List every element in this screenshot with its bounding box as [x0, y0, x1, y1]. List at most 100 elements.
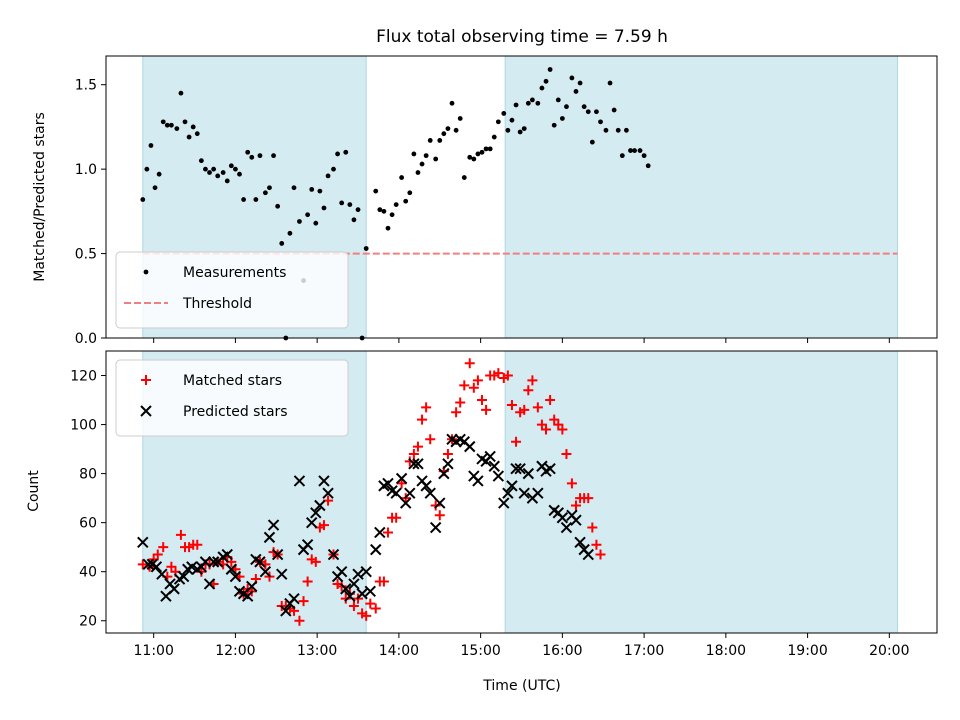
top-point-0-118 [645, 163, 651, 169]
bottom-point-0-101 [570, 500, 581, 511]
top-point-0-92 [535, 100, 541, 106]
chart-title: Flux total observing time = 7.59 h [376, 27, 668, 47]
bottom-point-0-100 [566, 478, 577, 489]
bottom-point-0-40 [310, 556, 321, 567]
top-point-0-64 [415, 170, 421, 175]
bottom-point-1-82 [488, 460, 500, 472]
bottom-point-0-69 [434, 510, 445, 521]
bottom-point-1-28 [259, 565, 272, 578]
bottom-observing-window-1 [504, 350, 898, 634]
top-point-0-33 [279, 241, 285, 246]
bottom-point-0-86 [506, 399, 517, 410]
bottom-point-1-40 [310, 507, 322, 519]
bottom-point-1-38 [301, 539, 314, 551]
bottom-point-0-54 [370, 603, 381, 614]
top-point-0-61 [403, 198, 409, 204]
bottom-point-1-92 [532, 487, 544, 499]
bottom-point-1-95 [544, 462, 556, 475]
top-point-0-30 [267, 185, 272, 191]
bottom-point-0-92 [532, 402, 543, 413]
bottom-point-0-3 [152, 549, 163, 560]
bottom-point-1-84 [498, 497, 510, 509]
top-point-0-60 [399, 175, 405, 180]
top-point-0-71 [445, 126, 451, 132]
bottom-point-0-107 [595, 549, 606, 560]
top-point-0-83 [495, 119, 501, 125]
bottom-point-1-48 [344, 590, 356, 602]
top-legend: Measurements Threshold [115, 251, 349, 329]
top-legend-box [115, 251, 349, 329]
bottom-point-0-15 [204, 559, 215, 570]
top-point-0-113 [623, 127, 629, 133]
top-point-0-110 [611, 107, 617, 113]
bottom-point-0-74 [455, 397, 466, 408]
bottom-point-0-104 [583, 493, 594, 504]
top-point-0-80 [483, 146, 489, 152]
top-point-0-98 [559, 116, 565, 121]
top-point-0-117 [641, 153, 647, 159]
top-observing-window-1 [504, 55, 898, 339]
top-y-tick-label-1: 0.5 [75, 247, 97, 263]
x-tick-label-3: 14:00 [379, 643, 419, 659]
top-point-0-91 [529, 97, 535, 103]
x-tick-label-7: 18:00 [706, 643, 746, 659]
bottom-point-1-36 [293, 475, 306, 487]
bottom-point-0-8 [175, 529, 186, 540]
top-point-0-9 [178, 90, 184, 96]
x-tick-label-0: 11:00 [134, 643, 174, 659]
bottom-point-1-33 [280, 605, 292, 617]
bottom-point-1-55 [374, 526, 386, 539]
top-y-axis-label: Matched/Predicted stars [32, 112, 48, 282]
top-point-0-86 [509, 117, 515, 123]
top-point-0-93 [539, 85, 545, 91]
bottom-point-0-37 [298, 596, 309, 607]
top-point-0-57 [385, 225, 391, 231]
top-point-0-106 [594, 109, 599, 115]
bottom-point-0-59 [391, 512, 402, 523]
bottom-point-1-102 [574, 536, 586, 548]
bottom-point-1-89 [518, 487, 530, 499]
bottom-point-1-98 [556, 512, 569, 524]
bottom-point-1-62 [404, 487, 416, 499]
top-point-0-28 [257, 153, 263, 159]
bottom-legend-marker-1 [140, 405, 152, 417]
top-point-0-108 [603, 127, 609, 133]
top-point-0-75 [461, 175, 467, 180]
top-point-0-67 [427, 138, 433, 143]
top-point-0-37 [297, 219, 302, 224]
bottom-point-0-75 [459, 380, 470, 391]
bottom-point-1-9 [177, 570, 190, 583]
top-point-0-79 [479, 149, 485, 155]
top-legend-marker-0 [143, 269, 149, 275]
bottom-point-1-3 [150, 561, 163, 573]
x-tick-label-4: 15:00 [460, 643, 500, 659]
top-point-0-22 [233, 166, 238, 172]
top-point-0-39 [305, 212, 311, 218]
x-tick-label-5: 16:00 [542, 643, 582, 659]
top-point-0-66 [423, 153, 429, 159]
bottom-y-tick-label-0: 20 [79, 614, 97, 630]
bottom-point-1-0 [137, 536, 149, 548]
bottom-point-1-90 [522, 467, 535, 480]
top-point-0-16 [207, 170, 212, 175]
bottom-point-0-56 [378, 576, 389, 587]
bottom-point-0-105 [587, 522, 598, 533]
top-point-0-55 [377, 207, 383, 213]
bottom-point-1-52 [360, 565, 372, 578]
bottom-point-0-77 [468, 382, 479, 393]
bottom-point-0-95 [545, 395, 556, 406]
top-point-0-42 [317, 188, 323, 194]
top-point-0-96 [551, 122, 557, 128]
top-point-0-104 [585, 109, 591, 115]
bottom-panel: 20 40 60 80 100 120 11:00 12:00 13:00 14:00 15:00 1… [70, 350, 938, 659]
top-point-0-89 [521, 126, 527, 132]
x-axis-label: Time (UTC) [482, 678, 560, 694]
bottom-y-tick-label-2: 60 [79, 516, 97, 532]
bottom-point-0-67 [425, 434, 436, 445]
top-point-0-95 [547, 67, 553, 72]
top-point-0-4 [156, 171, 162, 177]
bottom-point-1-42 [318, 475, 330, 487]
bottom-legend-box [115, 359, 349, 437]
bottom-point-1-15 [203, 578, 216, 590]
